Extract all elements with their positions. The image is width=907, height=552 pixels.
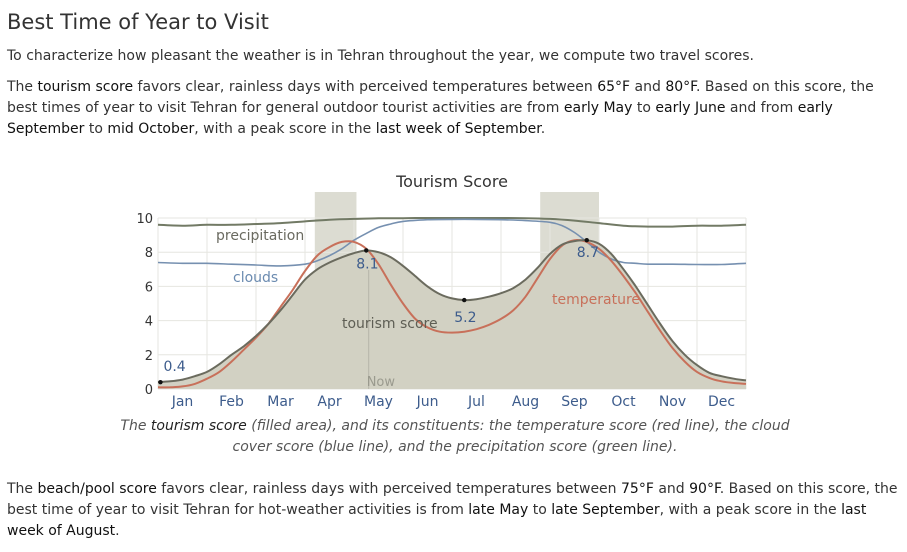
temperature-line <box>157 239 747 389</box>
tourism-score-line <box>157 239 747 384</box>
month-label: Oct <box>611 394 636 410</box>
tourism-score-chart: 0 2 4 6 8 10 Now precipitation clouds tourism sco… <box>136 172 747 410</box>
chart-caption: The tourism score (filled area), and its… <box>120 416 790 458</box>
text-run: favors clear, rainless days with perceiv… <box>133 79 598 95</box>
emphasis-run: late May <box>468 502 529 518</box>
data-label: 5.2 <box>454 310 476 326</box>
text-run: and <box>630 79 666 95</box>
y-tick-label: 2 <box>145 349 153 364</box>
emphasis-run: 80°F <box>665 79 696 95</box>
clouds-label: clouds <box>233 270 278 286</box>
precipitation-line <box>157 217 747 228</box>
emphasis-run: last week of August <box>7 502 867 539</box>
text-run: and <box>653 481 690 497</box>
text-run: . Based on this score, the best times of… <box>7 79 874 116</box>
tourism-paragraph: The tourism score favors clear, rainless… <box>7 77 899 140</box>
text-run: The <box>7 79 38 95</box>
text-run: . <box>115 523 120 539</box>
text-run: The <box>7 481 38 497</box>
emphasis-run: late September <box>551 502 660 518</box>
y-tick-label: 4 <box>145 315 153 330</box>
month-label: Aug <box>512 394 539 410</box>
chart-title: Tourism Score <box>395 172 508 191</box>
text-run: to <box>528 502 552 518</box>
text-run: favors clear, rainless days with perceiv… <box>156 481 621 497</box>
month-label: Jul <box>467 394 485 410</box>
tourism-score-label: tourism score <box>342 316 438 332</box>
y-tick-label: 6 <box>145 280 153 295</box>
text-run: to <box>84 121 108 137</box>
text-run: , with a peak score in the <box>194 121 376 137</box>
month-label: Dec <box>708 394 735 410</box>
caption-emphasis: tourism score <box>150 418 247 434</box>
emphasis-run: 75°F <box>621 481 654 497</box>
emphasis-run: 90°F <box>689 481 720 497</box>
month-label: May <box>364 394 393 410</box>
emphasis-run: early September <box>7 100 833 137</box>
text-run: to <box>632 100 656 116</box>
y-tick-label: 8 <box>145 246 153 261</box>
month-label: Apr <box>317 394 341 410</box>
caption-run: The <box>120 418 151 434</box>
data-label: 0.4 <box>163 359 185 375</box>
data-point <box>364 248 369 253</box>
section-heading: Best Time of Year to Visit <box>7 10 269 34</box>
month-label: Feb <box>219 394 244 410</box>
now-label: Now <box>367 375 396 390</box>
text-run: . <box>540 121 546 137</box>
month-label: Sep <box>561 394 588 410</box>
emphasis-run: 65°F <box>597 79 631 95</box>
precipitation-label: precipitation <box>216 228 304 244</box>
data-point <box>584 238 589 243</box>
data-label: 8.7 <box>577 245 599 261</box>
emphasis-run: beach/pool score <box>37 481 157 497</box>
beach-paragraph: The beach/pool score favors clear, rainl… <box>7 479 899 542</box>
emphasis-run: last week of September <box>375 121 541 137</box>
caption-run: (filled area), and its constituents: the… <box>232 418 790 455</box>
data-label: 8.1 <box>356 256 378 272</box>
y-tick-label: 10 <box>136 212 153 227</box>
emphasis-run: mid October <box>107 121 195 137</box>
month-label: Nov <box>659 394 686 410</box>
data-point <box>462 297 467 303</box>
month-label: Jan <box>171 394 194 410</box>
text-run: and from <box>725 100 798 116</box>
text-run: , with a peak score in the <box>659 502 842 518</box>
y-tick-label: 0 <box>145 383 153 398</box>
data-point <box>158 379 163 385</box>
emphasis-run: early May <box>563 100 633 116</box>
temperature-label: temperature <box>552 292 640 308</box>
tourism-score-area <box>158 240 746 389</box>
month-label: Mar <box>267 394 294 410</box>
intro-paragraph: To characterize how pleasant the weather… <box>7 48 754 64</box>
text-run: . Based on this score, the best time of … <box>7 481 898 518</box>
emphasis-run: early June <box>655 100 726 116</box>
month-label: Jun <box>416 394 439 410</box>
emphasis-run: tourism score <box>37 79 134 95</box>
clouds-line <box>157 218 747 267</box>
